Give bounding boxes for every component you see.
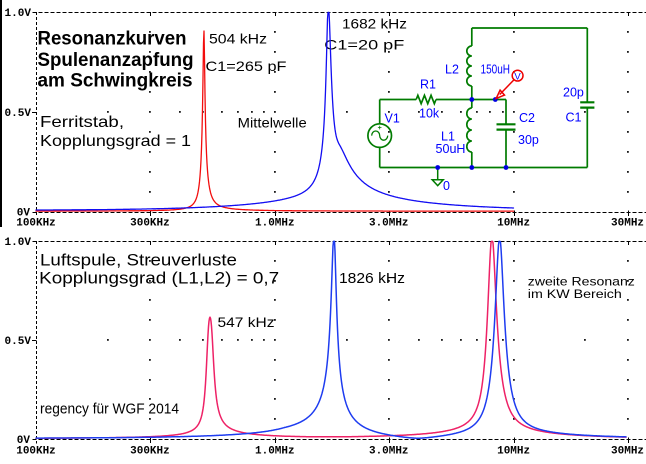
svg-text:V: V (514, 71, 521, 82)
svg-text:zweite Resonanz: zweite Resonanz (528, 274, 635, 288)
svg-text:504 kHz: 504 kHz (209, 32, 267, 47)
svg-text:C1: C1 (566, 111, 582, 125)
svg-text:Kopplungsgrad = 1: Kopplungsgrad = 1 (40, 133, 191, 150)
svg-text:regency für WGF 2014: regency für WGF 2014 (40, 401, 179, 418)
svg-text:L2: L2 (445, 63, 459, 77)
svg-text:1682 kHz: 1682 kHz (342, 15, 407, 31)
svg-text:20p: 20p (563, 86, 584, 100)
svg-text:0.5V: 0.5V (5, 336, 32, 348)
svg-text:C2: C2 (519, 111, 535, 125)
svg-text:0V: 0V (17, 208, 31, 220)
svg-text:3.0MHz: 3.0MHz (369, 218, 409, 230)
svg-text:C1=20 pF: C1=20 pF (324, 37, 404, 53)
svg-text:1826 kHz: 1826 kHz (339, 271, 405, 287)
svg-text:R1: R1 (420, 78, 436, 92)
svg-text:Ferritstab,: Ferritstab, (40, 114, 124, 131)
svg-text:547 kHz: 547 kHz (218, 315, 275, 330)
svg-text:Resonanzkurven: Resonanzkurven (38, 29, 187, 50)
svg-text:Spulenanzapfung: Spulenanzapfung (38, 50, 194, 71)
svg-text:30MHz: 30MHz (611, 446, 644, 458)
svg-text:0: 0 (443, 179, 450, 193)
svg-text:1.0MHz: 1.0MHz (255, 446, 295, 458)
svg-text:0.5V: 0.5V (5, 108, 32, 120)
svg-text:im KW Bereich: im KW Bereich (528, 287, 622, 301)
svg-text:C1=265 pF: C1=265 pF (206, 58, 287, 74)
svg-text:Kopplungsgrad (L1,L2) = 0,7: Kopplungsgrad (L1,L2) = 0,7 (39, 269, 279, 287)
svg-text:300KHz: 300KHz (130, 218, 170, 230)
svg-text:1.0MHz: 1.0MHz (255, 218, 295, 230)
svg-text:0V: 0V (17, 435, 31, 447)
svg-text:10k: 10k (419, 107, 440, 121)
svg-text:50uH: 50uH (436, 142, 466, 156)
svg-text:10MHz: 10MHz (497, 446, 530, 458)
svg-text:Mittelwelle: Mittelwelle (238, 115, 307, 130)
svg-text:100KHz: 100KHz (16, 218, 56, 230)
svg-text:300KHz: 300KHz (130, 446, 170, 458)
svg-text:am Schwingkreis: am Schwingkreis (38, 71, 193, 92)
svg-text:V1: V1 (385, 112, 400, 126)
svg-text:10MHz: 10MHz (497, 218, 530, 230)
svg-text:30MHz: 30MHz (611, 218, 644, 230)
svg-text:150uH: 150uH (481, 63, 511, 77)
svg-text:1.0V: 1.0V (5, 237, 32, 249)
svg-text:3.0MHz: 3.0MHz (369, 446, 409, 458)
svg-text:1.0V: 1.0V (5, 8, 32, 20)
svg-text:30p: 30p (518, 133, 539, 147)
svg-text:Luftspule, Streuverluste: Luftspule, Streuverluste (40, 252, 237, 270)
svg-text:L1: L1 (441, 130, 455, 144)
svg-text:100KHz: 100KHz (16, 446, 56, 458)
